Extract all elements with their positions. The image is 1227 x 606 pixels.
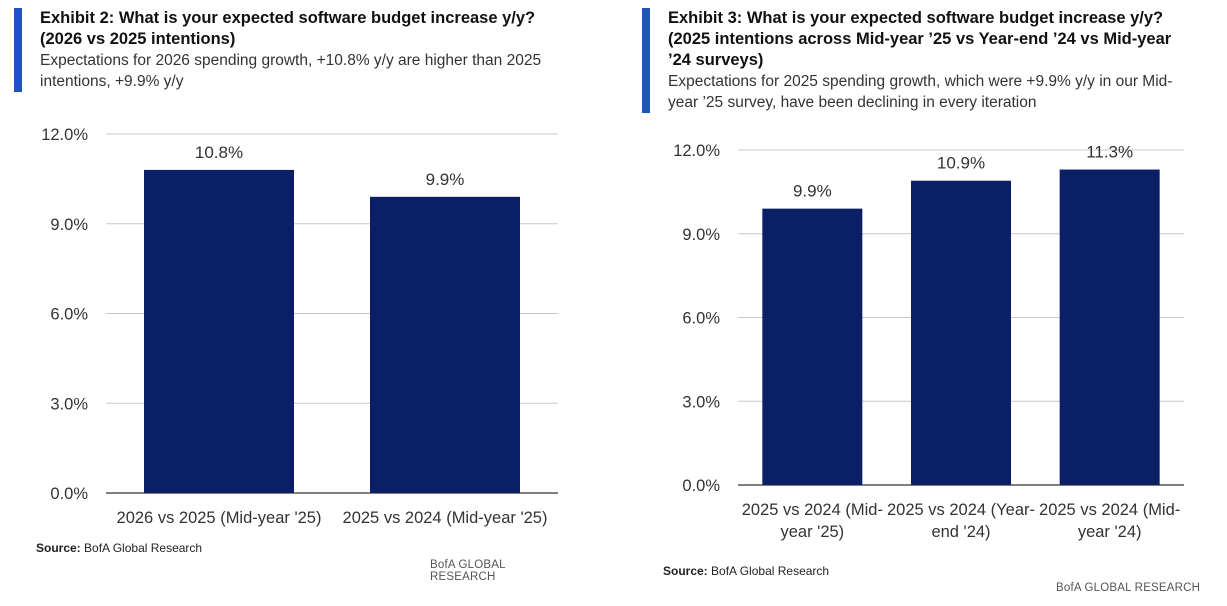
exhibit-2-title: Exhibit 2: What is your expected softwar… (40, 9, 536, 48)
x-tick-label: 2025 vs 2024 (Mid- (742, 501, 883, 519)
exhibit-3-panel: Exhibit 3: What is your expected softwar… (642, 0, 1212, 606)
source-text: BofA Global Research (711, 564, 830, 578)
data-label: 9.9% (426, 170, 465, 189)
y-tick-label: 6.0% (682, 310, 720, 328)
exhibit-2-chart: 0.0% 3.0% 6.0% 9.0% 12.0% 10.8% 2026 vs 2025 (… (41, 126, 558, 527)
exhibit-2-footer: BofA GLOBAL RESEARCH (430, 559, 506, 583)
exhibit-3-title: Exhibit 3: What is your expected softwar… (668, 9, 1172, 69)
data-label: 10.9% (937, 154, 985, 173)
bar (762, 208, 863, 485)
bar (1059, 169, 1160, 485)
exhibit-3-subtitle: Expectations for 2025 spending growth, w… (668, 73, 1173, 111)
exhibit-2-source: Source: BofA Global Research (36, 541, 202, 555)
x-tick-label: end '24) (931, 523, 990, 541)
bar (370, 196, 520, 493)
y-tick-label: 3.0% (50, 395, 88, 413)
exhibit-2-header: Exhibit 2: What is your expected softwar… (14, 8, 560, 92)
exhibit-3-footer: BofA GLOBAL RESEARCH (1056, 582, 1201, 594)
x-tick-label: 2025 vs 2024 (Year- (887, 501, 1035, 519)
y-tick-label: 3.0% (682, 393, 720, 411)
exhibit-2-panel: Exhibit 2: What is your expected softwar… (14, 0, 574, 606)
x-tick-label: 2025 vs 2024 (Mid- (1039, 501, 1180, 519)
data-label: 9.9% (793, 182, 832, 201)
exhibit-3-chart: 0.0% 3.0% 6.0% 9.0% 12.0% 9.9% 2025 vs 2024 (M… (673, 142, 1184, 541)
y-tick-label: 12.0% (673, 142, 720, 160)
exhibit-3-source: Source: BofA Global Research (663, 564, 829, 578)
source-label: Source: (36, 541, 81, 555)
y-tick-label: 9.0% (50, 216, 88, 234)
x-tick-label: year '25) (780, 523, 844, 541)
source-label: Source: (663, 564, 708, 578)
x-tick-label: 2026 vs 2025 (Mid-year '25) (117, 509, 322, 527)
x-tick-label: 2025 vs 2024 (Mid-year '25) (343, 509, 548, 527)
bar (144, 169, 294, 493)
data-label: 11.3% (1086, 143, 1133, 162)
y-tick-label: 12.0% (41, 126, 88, 144)
exhibit-2-subtitle: Expectations for 2026 spending growth, +… (40, 52, 542, 90)
source-text: BofA Global Research (84, 541, 203, 555)
x-tick-label: year '24) (1078, 523, 1142, 541)
y-tick-label: 6.0% (50, 306, 88, 324)
data-label: 10.8% (195, 143, 243, 162)
bar (911, 180, 1011, 486)
y-tick-label: 9.0% (682, 226, 720, 244)
y-tick-label: 0.0% (50, 485, 88, 503)
y-tick-label: 0.0% (682, 477, 720, 495)
exhibit-3-header: Exhibit 3: What is your expected softwar… (642, 8, 1188, 113)
